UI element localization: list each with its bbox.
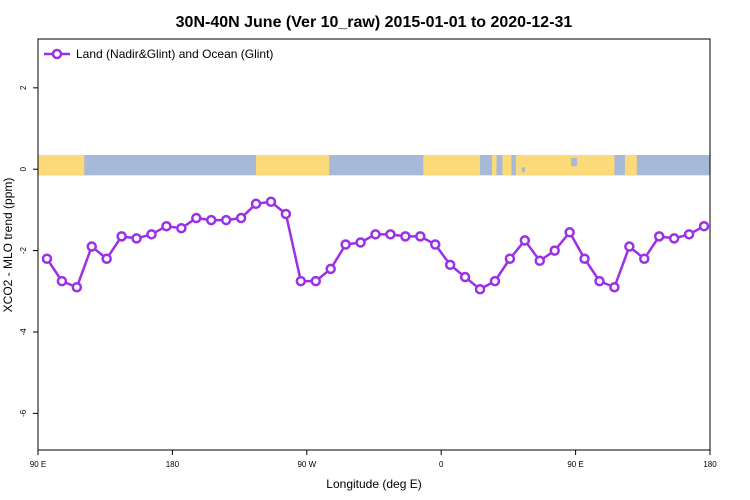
land-segment [515, 154, 519, 176]
data-point [474, 284, 486, 295]
data-point [370, 229, 381, 240]
land-segment [502, 154, 512, 176]
data-point [639, 253, 650, 264]
ocean-speckle [512, 164, 515, 176]
data-point [459, 271, 471, 283]
data-point [41, 253, 53, 264]
series-layer [41, 196, 710, 295]
ocean-speckle [571, 158, 578, 167]
legend-marker [51, 48, 63, 60]
x-tick-label: 90 W [297, 460, 316, 469]
y-tick-label: 2 [19, 85, 28, 90]
data-point [504, 253, 516, 264]
data-point [295, 275, 307, 287]
x-tick-label: 0 [439, 460, 444, 469]
data-point [325, 263, 336, 275]
chart-title: 30N-40N June (Ver 10_raw) 2015-01-01 to … [176, 14, 573, 31]
x-axis-label: Longitude (deg E) [326, 477, 421, 491]
data-point [579, 253, 590, 264]
data-point [340, 239, 351, 250]
data-point [609, 281, 620, 293]
data-point [205, 214, 217, 226]
data-point [220, 214, 232, 226]
data-point [131, 233, 142, 244]
series-line [45, 200, 705, 291]
x-tick-label: 90 E [30, 460, 46, 469]
data-point [429, 239, 441, 250]
ocean-speckle [521, 167, 525, 173]
data-point [280, 208, 292, 220]
data-point [624, 241, 635, 252]
data-point [549, 245, 560, 256]
land-segment [518, 154, 615, 176]
y-axis: 2 0 -2 -4 -6 [19, 85, 38, 417]
data-point [191, 212, 202, 224]
y-tick-label: -6 [19, 409, 28, 417]
x-axis: 90 E 180 90 W 0 90 E 180 [30, 450, 717, 469]
data-point [86, 241, 98, 252]
ocean-speckle [497, 161, 501, 170]
data-point [489, 275, 501, 287]
data-point [176, 222, 187, 234]
y-tick-label: -4 [19, 328, 28, 336]
legend-label: Land (Nadir&Glint) and Ocean (Glint) [76, 47, 273, 61]
data-point [683, 229, 695, 240]
data-point [250, 198, 262, 210]
land-segment [38, 154, 85, 176]
data-point [161, 220, 172, 232]
data-point [653, 231, 665, 242]
land-segment [256, 154, 330, 176]
data-point [668, 233, 680, 244]
y-axis-label: XCO2 - MLO trend (ppm) [1, 178, 15, 313]
data-point [235, 212, 247, 224]
x-tick-label: 180 [166, 460, 180, 469]
data-point [101, 253, 112, 264]
data-point [385, 229, 396, 240]
data-point [400, 231, 411, 242]
data-point [116, 231, 127, 242]
data-point [310, 275, 322, 287]
data-point [146, 229, 157, 240]
data-point [519, 235, 531, 246]
land-segment [491, 154, 497, 176]
y-tick-label: -2 [19, 247, 28, 255]
data-point [415, 231, 426, 242]
data-point [564, 227, 575, 238]
land-segment [423, 154, 481, 176]
data-point [594, 275, 605, 287]
data-point [56, 275, 68, 287]
data-point [355, 237, 366, 248]
ocean-speckle [617, 161, 622, 173]
data-point [534, 255, 546, 267]
plot-frame [37, 38, 711, 451]
x-tick-label: 90 E [567, 460, 583, 469]
data-point [71, 281, 83, 293]
data-point [444, 259, 456, 271]
ocean-speckle [483, 158, 488, 164]
land-segment [624, 154, 637, 176]
land-ocean-mask [38, 154, 710, 176]
x-tick-label: 180 [703, 460, 717, 469]
legend: Land (Nadir&Glint) and Ocean (Glint) [44, 47, 273, 61]
y-tick-label: 0 [19, 166, 28, 171]
data-point [698, 220, 710, 232]
data-point [265, 196, 277, 208]
